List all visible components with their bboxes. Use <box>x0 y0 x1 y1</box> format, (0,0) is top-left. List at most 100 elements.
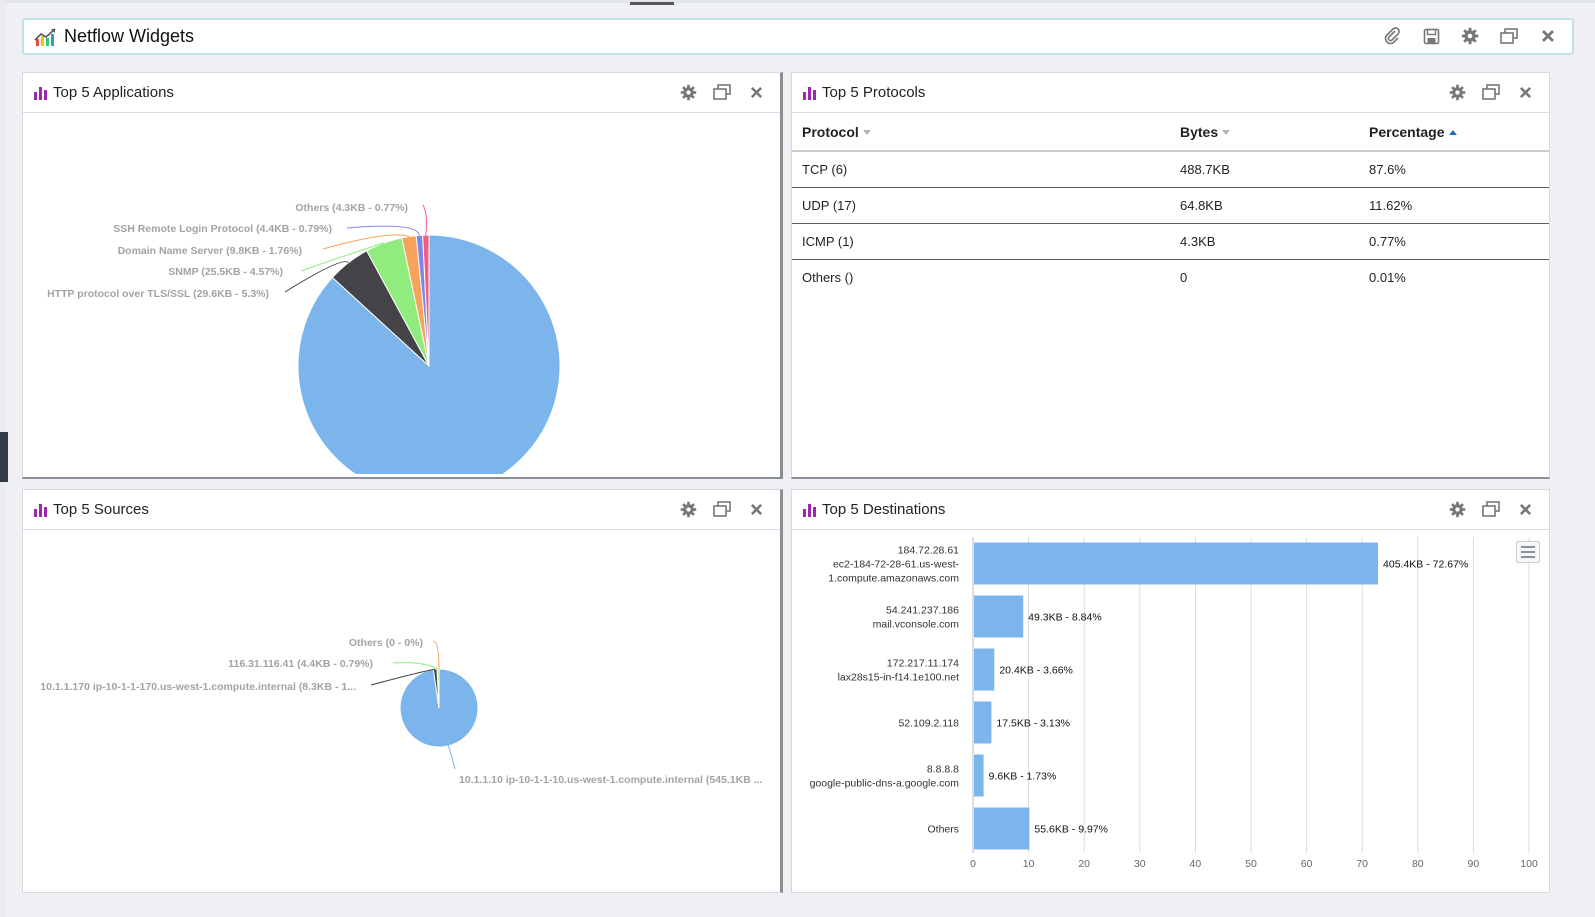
cell-bytes: 0 <box>1180 269 1188 285</box>
sort-ascending-icon <box>1449 130 1458 136</box>
cell-bytes: 488.7KB <box>1170 151 1359 188</box>
pie-data-label: Others (4.3KB - 0.77%) <box>295 202 408 214</box>
x-tick-label: 100 <box>1520 858 1538 870</box>
category-label: 52.109.2.118 <box>898 718 959 730</box>
column-header-percentage[interactable]: Percentage <box>1359 113 1549 152</box>
pie-data-label: SNMP (25.5KB - 4.57%) <box>168 266 283 278</box>
bar[interactable] <box>974 648 995 691</box>
widget-header: Top 5 Protocols <box>792 73 1549 113</box>
bar-data-label: 20.4KB - 3.66% <box>999 665 1073 677</box>
close-icon[interactable] <box>746 82 766 102</box>
restore-window-icon[interactable] <box>1481 82 1501 102</box>
pie-connector <box>422 204 427 236</box>
top-rule <box>0 0 1595 3</box>
hamburger-menu-icon[interactable] <box>1516 541 1540 563</box>
cell-protocol: Others () <box>802 269 854 285</box>
sort-arrow-icon <box>1222 130 1231 136</box>
cell-bytes: 4.3KB <box>1170 223 1359 260</box>
pie-slice[interactable] <box>422 234 430 367</box>
pie-connector <box>300 242 384 272</box>
cell-percentage: 0.77% <box>1359 223 1549 260</box>
destinations-bar-chart: 0 10 20 30 40 50 60 70 80 90 100 405.4KB - 72.67% 18… <box>810 537 1538 870</box>
restore-window-icon[interactable] <box>1481 499 1501 519</box>
table-row[interactable]: ICMP (1) 4.3KB 0.77% <box>792 223 1549 260</box>
cell-protocol: ICMP (1) <box>792 223 1170 260</box>
pie-data-label: HTTP protocol over TLS/SSL (29.6KB - 5.3… <box>47 288 269 300</box>
applications-pie-chart: HTTP protocol over TLS/SSL (484.3KB - 86… <box>47 202 561 474</box>
pie-connector <box>370 668 436 686</box>
category-label: 1.compute.amazonaws.com <box>828 573 959 585</box>
cell-protocol: TCP (6) <box>792 151 1170 188</box>
gear-icon[interactable] <box>678 499 698 519</box>
x-tick-label: 0 <box>970 858 976 870</box>
x-tick-label: 30 <box>1134 858 1146 870</box>
restore-window-icon[interactable] <box>712 499 732 519</box>
category-label: mail.vconsole.com <box>873 619 960 631</box>
column-header-bytes[interactable]: Bytes <box>1170 113 1359 152</box>
gear-icon[interactable] <box>1447 499 1467 519</box>
widget-top-applications: Top 5 Applications HTTP protocol over TL… <box>22 72 783 479</box>
sort-arrow-icon <box>862 130 871 136</box>
close-icon[interactable] <box>1538 26 1558 46</box>
close-icon[interactable] <box>1515 499 1535 519</box>
category-label: 184.72.28.61 <box>898 545 959 557</box>
bar[interactable] <box>974 754 984 797</box>
bar-data-label: 405.4KB - 72.67% <box>1383 559 1468 571</box>
widget-top-protocols: Top 5 Protocols Protocol Bytes Percentag… <box>791 72 1550 479</box>
bar-chart-icon <box>803 86 816 100</box>
gear-icon[interactable] <box>1447 82 1467 102</box>
widget-top-sources: Top 5 Sources 10.1.1.10 ip-10-1-1-10.us-… <box>22 489 783 893</box>
x-tick-label: 20 <box>1078 858 1090 870</box>
netflow-chart-logo-icon <box>34 27 56 46</box>
gear-icon[interactable] <box>1460 26 1480 46</box>
category-label: 172.217.11.174 <box>887 658 959 670</box>
cell-protocol: UDP (17) <box>792 187 1170 224</box>
bar[interactable] <box>974 595 1024 638</box>
pie-data-label: 10.1.1.170 ip-10-1-1-170.us-west-1.compu… <box>40 681 356 693</box>
category-label: 8.8.8.8 <box>927 764 959 776</box>
bar-data-label: 17.5KB - 3.13% <box>996 718 1070 730</box>
bar-chart-icon <box>803 503 816 517</box>
x-tick-label: 60 <box>1301 858 1313 870</box>
dashboard-header: Netflow Widgets <box>22 18 1574 55</box>
category-label: Others <box>927 824 959 836</box>
pie-data-label: 116.31.116.41 (4.4KB - 0.79%) <box>228 658 373 670</box>
sidebar-handle[interactable] <box>0 432 8 482</box>
sources-pie-chart: 10.1.1.10 ip-10-1-1-10.us-west-1.compute… <box>40 637 762 786</box>
pie-data-label: Others (0 - 0%) <box>349 637 423 649</box>
tab-indicator <box>630 2 674 5</box>
pie-connector <box>432 640 440 670</box>
cell-percentage: 11.62% <box>1359 187 1549 224</box>
widget-header: Top 5 Applications <box>23 73 780 113</box>
x-tick-label: 50 <box>1245 858 1257 870</box>
bar[interactable] <box>974 807 1030 850</box>
paperclip-icon[interactable] <box>1382 26 1402 46</box>
pie-data-label: SSH Remote Login Protocol (4.4KB - 0.79%… <box>113 223 332 235</box>
close-icon[interactable] <box>746 499 766 519</box>
table-header-row: Protocol Bytes Percentage <box>792 113 1549 152</box>
x-tick-label: 70 <box>1356 858 1368 870</box>
widget-top-destinations: Top 5 Destinations 0 10 20 30 40 50 60 70 80 90 10… <box>791 489 1550 893</box>
category-label: 54.241.237.186 <box>886 605 959 617</box>
restore-window-icon[interactable] <box>1499 26 1519 46</box>
x-tick-label: 40 <box>1190 858 1202 870</box>
bar-data-label: 55.6KB - 9.97% <box>1034 824 1108 836</box>
pie-connector <box>441 737 456 770</box>
column-header-protocol[interactable]: Protocol <box>792 113 1170 152</box>
pie-data-label: Domain Name Server (9.8KB - 1.76%) <box>118 245 302 257</box>
save-icon[interactable] <box>1421 26 1441 46</box>
widget-title: Top 5 Sources <box>53 501 149 518</box>
table-row[interactable]: UDP (17) 64.8KB 11.62% <box>792 187 1549 224</box>
gear-icon[interactable] <box>678 82 698 102</box>
bar-data-label: 9.6KB - 1.73% <box>989 771 1057 783</box>
bar[interactable] <box>974 542 1378 585</box>
widget-header: Top 5 Sources <box>23 490 780 530</box>
pie-slice[interactable] <box>297 234 561 474</box>
table-row[interactable]: TCP (6) 488.7KB 87.6% <box>792 151 1549 188</box>
close-icon[interactable] <box>1515 82 1535 102</box>
restore-window-icon[interactable] <box>712 82 732 102</box>
table-row[interactable]: Others () 0 0.01% <box>792 259 1549 295</box>
bar[interactable] <box>974 701 992 744</box>
cell-percentage: 0.01% <box>1369 269 1406 285</box>
widget-title: Top 5 Destinations <box>822 501 946 518</box>
